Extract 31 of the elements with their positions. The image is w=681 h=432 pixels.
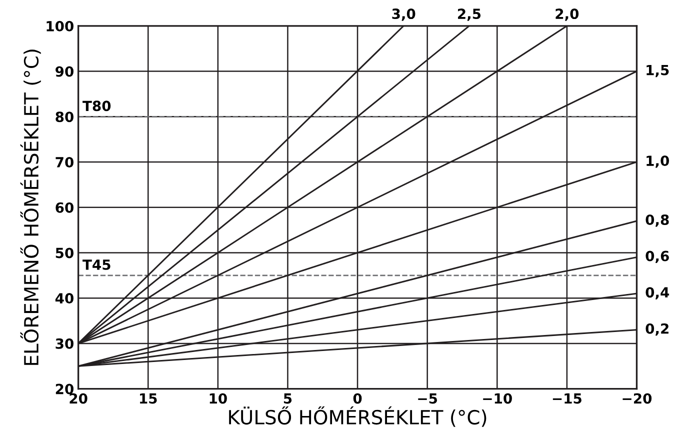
y-tick-label: 50	[56, 248, 74, 258]
y-tick-label: 60	[56, 202, 74, 213]
series-label: 0,2	[646, 323, 668, 336]
ref-line-label: T45	[82, 260, 110, 270]
series-label: 0,6	[646, 250, 669, 264]
y-axis-title: ELŐREMENŐ HŐMÉRSÉKLET (°C)	[20, 50, 41, 365]
y-tick-label: 70	[56, 156, 74, 168]
y-tick-label: 90	[56, 66, 74, 77]
x-tick-label: −20	[622, 393, 652, 404]
y-tick-label: 20	[56, 384, 74, 394]
series-label: 0,4	[646, 287, 670, 300]
ref-line-label: T80	[82, 100, 111, 112]
x-tick-label: 15	[140, 393, 157, 404]
x-tick-label: −5	[418, 393, 438, 404]
x-axis-title: KÜLSŐ HŐMÉRSÉKLET (°C)	[229, 406, 486, 427]
series-label: 3,0	[392, 8, 416, 21]
y-tick-label: 80	[56, 112, 74, 122]
x-tick-label: 10	[210, 393, 227, 404]
series-label: 1,0	[646, 156, 670, 168]
y-tick-label: 100	[46, 20, 74, 32]
x-tick-label: 5	[284, 393, 292, 404]
x-tick-label: 20	[70, 393, 88, 404]
series-label: 2,0	[556, 8, 579, 21]
x-tick-label: 0	[353, 393, 362, 404]
series-label: 1,5	[646, 64, 669, 78]
y-tick-label: 30	[56, 338, 74, 349]
x-tick-label: −10	[483, 393, 512, 404]
series-label: 2,5	[458, 8, 481, 21]
x-tick-label: −15	[552, 393, 582, 404]
y-tick-label: 40	[55, 293, 74, 304]
series-label: 0,8	[646, 214, 669, 227]
